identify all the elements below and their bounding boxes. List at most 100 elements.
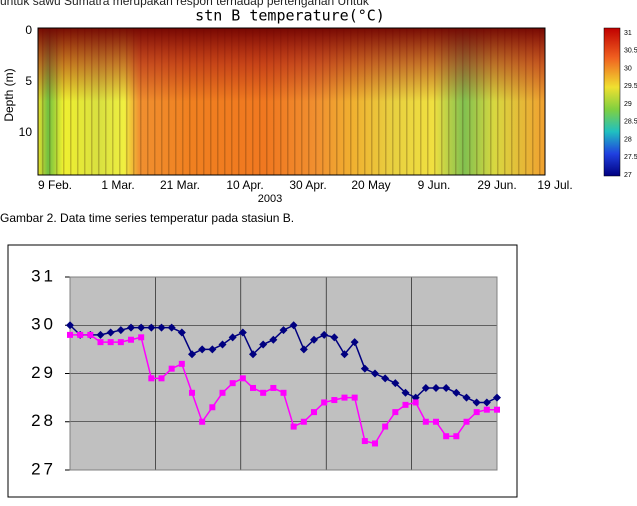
colorbar-label: 29.5 [624, 83, 637, 90]
heatmap-surface [37, 27, 546, 176]
colorbar-label: 28 [624, 136, 632, 143]
point-square [494, 406, 500, 413]
point-diamond [259, 340, 268, 349]
point-square [331, 397, 338, 404]
date-label: 21 Mar. [160, 178, 200, 192]
point-square [250, 384, 256, 391]
figure-title: stn B temperature(°C) [195, 7, 385, 25]
point-diamond [198, 345, 207, 354]
point-square [341, 394, 348, 401]
point-diamond [106, 328, 115, 337]
date-label: 20 May [351, 178, 390, 192]
colorbar-label: 31 [624, 30, 632, 37]
point-square [412, 399, 419, 406]
point-square [290, 423, 297, 430]
point-diamond [96, 330, 105, 339]
caption: Gambar 2. Data time series temperatur pa… [0, 211, 294, 225]
point-square [77, 331, 84, 338]
colorbar-label: 27.5 [624, 154, 637, 161]
point-square [361, 438, 368, 445]
point-square [107, 339, 114, 346]
point-square [443, 433, 450, 440]
point-diamond [147, 323, 156, 332]
point-diamond [66, 321, 74, 330]
point-diamond [340, 350, 349, 359]
y-tick-label: 28 [31, 411, 56, 430]
colorbar [603, 27, 621, 177]
point-diamond [116, 326, 125, 335]
depth-tick: 5 [25, 74, 32, 88]
point-diamond [238, 328, 247, 337]
point-square [372, 440, 378, 447]
y-tick-label: 29 [31, 363, 56, 382]
point-diamond [360, 364, 369, 373]
date-label: 9 Jun. [418, 178, 451, 192]
point-square [178, 360, 185, 367]
date-label: 1 Mar. [101, 178, 134, 192]
point-diamond [381, 374, 390, 383]
point-square [87, 331, 94, 338]
point-square [168, 365, 175, 372]
point-square [453, 433, 460, 440]
date-label: 9 Feb. [38, 178, 72, 192]
colorbar-label: 28.5 [624, 119, 637, 126]
point-square [300, 418, 307, 425]
plot-border [69, 276, 498, 471]
point-diamond [482, 398, 491, 407]
colorbar-label: 27 [624, 172, 632, 179]
point-diamond [269, 335, 278, 344]
point-square [433, 418, 439, 425]
point-diamond [442, 383, 451, 392]
point-diamond [391, 379, 400, 388]
date-label: 29 Jun. [477, 178, 516, 192]
point-diamond [137, 323, 146, 332]
point-square [382, 423, 389, 430]
chart: 27 28 29 30 31 [31, 266, 501, 478]
depth-label: Depth (m) [2, 68, 16, 121]
point-diamond [330, 333, 339, 342]
year-label: 2003 [258, 193, 282, 205]
point-square [189, 389, 195, 396]
y-tick-label: 31 [31, 266, 56, 285]
point-diamond [177, 328, 186, 337]
date-label: 10 Apr. [226, 178, 263, 192]
point-diamond [127, 323, 135, 332]
point-diamond [472, 398, 481, 407]
point-square [280, 389, 287, 396]
point-square [138, 334, 145, 341]
point-square [97, 339, 104, 346]
point-square [402, 401, 409, 408]
depth-tick: 10 [19, 125, 33, 139]
point-diamond [249, 350, 257, 359]
point-diamond [371, 369, 379, 378]
point-square [321, 399, 328, 406]
point-diamond [320, 330, 329, 339]
point-square [270, 384, 277, 391]
point-diamond [350, 338, 359, 347]
point-diamond [218, 340, 227, 349]
point-diamond [452, 388, 461, 397]
point-square [260, 389, 267, 396]
colorbar-label: 29 [624, 101, 632, 108]
point-square [148, 375, 155, 382]
point-diamond [493, 393, 501, 402]
date-label: 19 Jul. [537, 178, 572, 192]
point-square [219, 389, 226, 396]
point-diamond [157, 323, 166, 332]
point-square [199, 418, 206, 425]
point-diamond [432, 383, 440, 392]
point-diamond [299, 345, 308, 354]
point-square [473, 409, 480, 416]
point-diamond [310, 335, 318, 344]
y-tick-label: 30 [31, 315, 56, 334]
point-square [209, 404, 216, 411]
point-diamond [421, 383, 430, 392]
point-square [229, 380, 236, 387]
point-square [311, 409, 317, 416]
colorbar-label: 30 [624, 65, 632, 72]
colorbar-label: 30.5 [624, 48, 637, 55]
point-square [392, 409, 399, 416]
point-square [239, 375, 246, 382]
point-diamond [188, 350, 196, 359]
